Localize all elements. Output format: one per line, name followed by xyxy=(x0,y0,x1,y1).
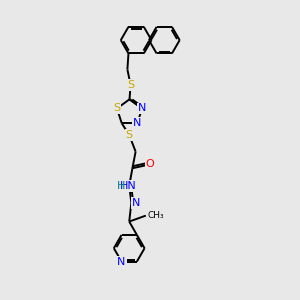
Text: H: H xyxy=(117,181,125,191)
Text: N: N xyxy=(132,198,140,208)
Text: N: N xyxy=(133,118,142,128)
Text: S: S xyxy=(126,130,133,140)
Text: N: N xyxy=(138,103,146,113)
Text: N: N xyxy=(117,256,126,266)
Text: S: S xyxy=(127,80,134,90)
Text: HN: HN xyxy=(120,181,136,191)
Text: O: O xyxy=(146,159,154,170)
Text: CH₃: CH₃ xyxy=(148,211,165,220)
Text: S: S xyxy=(113,103,121,113)
